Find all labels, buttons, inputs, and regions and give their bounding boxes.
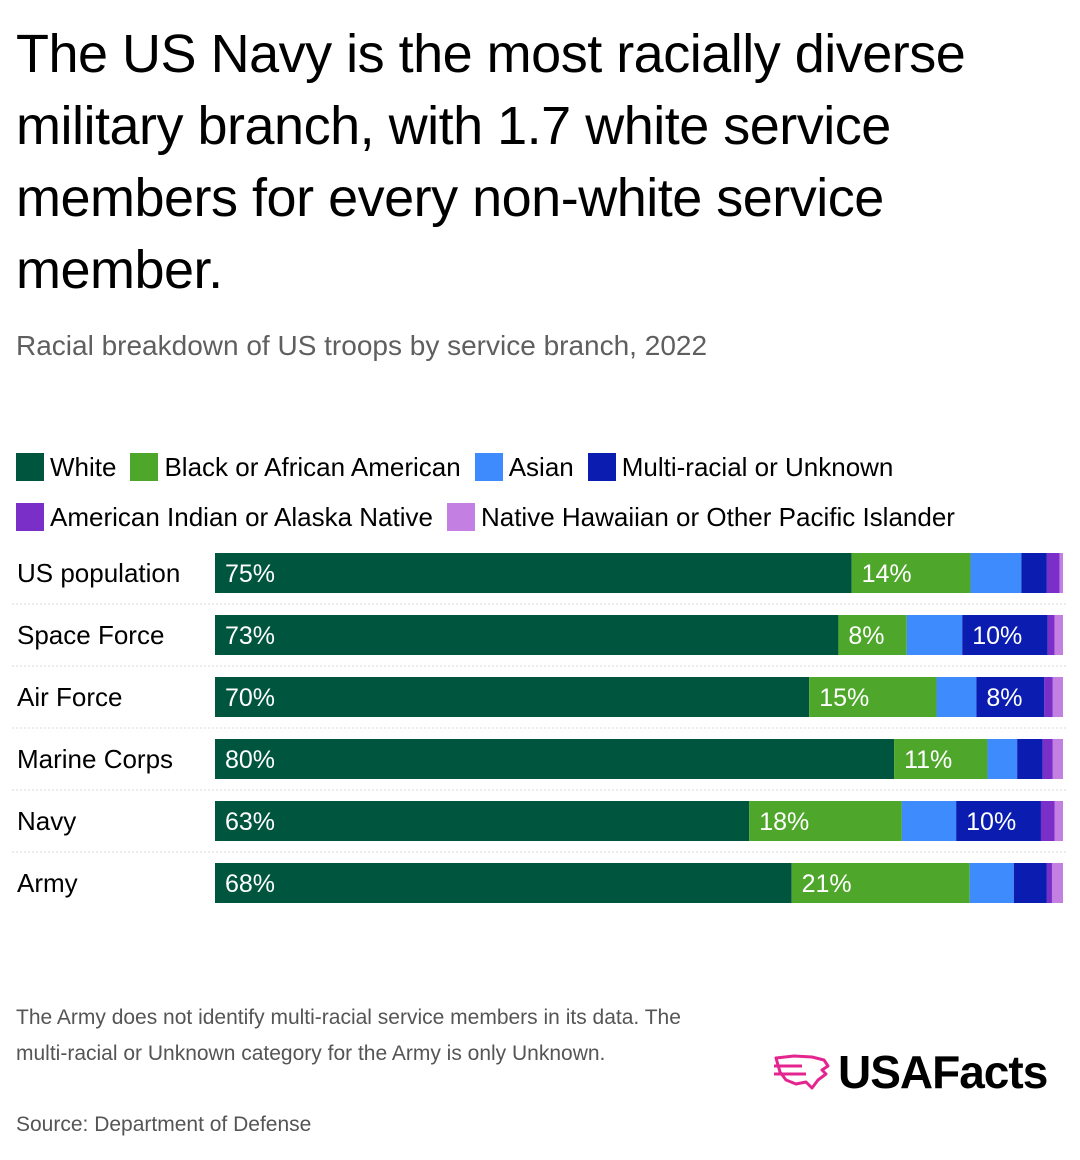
category-label: Navy <box>17 806 76 836</box>
legend-label: Black or African American <box>164 451 461 482</box>
bar-segment <box>1046 553 1060 593</box>
bar-segment <box>809 677 937 717</box>
data-label: 68% <box>225 870 275 898</box>
data-label: 10% <box>972 622 1022 650</box>
data-label: 8% <box>848 622 884 650</box>
data-label: 8% <box>986 684 1022 712</box>
usafacts-logo: USAFacts <box>772 1040 1048 1104</box>
legend-label: American Indian or Alaska Native <box>50 501 433 532</box>
chart-subtitle: Racial breakdown of US troops by service… <box>16 330 708 361</box>
bar-segment <box>970 553 1022 593</box>
legend-swatch <box>16 453 44 481</box>
legend-item: Asian <box>474 450 574 484</box>
bar-segment <box>1059 553 1063 593</box>
legend-item: Native Hawaiian or Other Pacific Islande… <box>446 500 955 534</box>
category-label: Marine Corps <box>17 744 173 774</box>
legend-item: Black or African American <box>130 450 461 484</box>
bar-segment <box>936 677 977 717</box>
category-label: US population <box>17 558 180 588</box>
bar-segment <box>1046 863 1052 903</box>
bar-segment <box>1042 739 1053 779</box>
stacked-bar-chart: US population 75% 14% Space Force 73% 8% 10% Ai… <box>12 553 1068 903</box>
bar-segment <box>215 739 895 779</box>
bar-segment <box>1017 739 1043 779</box>
data-label: 11% <box>904 746 952 774</box>
data-label: 73% <box>225 622 275 650</box>
data-label: 70% <box>225 684 275 712</box>
bar-segment <box>901 801 957 841</box>
legend-item: Multi-racial or Unknown <box>587 450 894 484</box>
legend-item: American Indian or Alaska Native <box>16 500 433 534</box>
bar-segment <box>956 801 1041 841</box>
bar-segment <box>1054 801 1063 841</box>
legend: White Black or African American Asian Multi… <box>16 450 1066 534</box>
category-label: Army <box>17 868 78 898</box>
logo-text: USAFacts <box>838 1046 1048 1098</box>
data-label: 63% <box>225 808 275 836</box>
bar-segment <box>215 863 792 903</box>
bar-segment <box>987 739 1018 779</box>
us-map-icon <box>774 1054 830 1090</box>
data-label: 80% <box>225 746 275 774</box>
bar-segment <box>791 863 970 903</box>
bar-segment <box>215 615 839 655</box>
data-label: 75% <box>225 560 275 588</box>
legend-swatch <box>16 503 44 531</box>
data-label: 10% <box>966 808 1016 836</box>
bar-segment <box>215 553 852 593</box>
legend-label: Asian <box>508 451 574 482</box>
bar-segment <box>962 615 1048 655</box>
bar-segment <box>1040 801 1055 841</box>
data-label: 14% <box>862 560 912 588</box>
data-label: 15% <box>819 684 869 712</box>
bar-segment <box>838 615 907 655</box>
bar-segment <box>1013 863 1047 903</box>
category-label: Air Force <box>17 682 122 712</box>
legend-label: White <box>50 451 117 482</box>
data-label: 18% <box>759 808 809 836</box>
legend-item: White <box>16 450 116 484</box>
legend-swatch <box>474 453 503 481</box>
data-label: 21% <box>802 870 852 898</box>
chart-title: The US Navy is the most racially diverse… <box>16 24 966 300</box>
category-label: Space Force <box>17 620 164 650</box>
legend-label: Multi-racial or Unknown <box>621 451 894 482</box>
bar-segment <box>894 739 988 779</box>
bar-segment <box>215 801 750 841</box>
legend-swatch <box>130 453 159 481</box>
source-note: Source: Department of Defense <box>16 1113 312 1136</box>
bar-segment <box>976 677 1045 717</box>
bar-segment <box>1044 677 1053 717</box>
legend-swatch <box>587 453 616 481</box>
bar-segment <box>749 801 902 841</box>
bar-segment <box>969 863 1014 903</box>
bar-segment <box>1051 863 1063 903</box>
bar-segment <box>1054 615 1063 655</box>
bar-segment <box>1021 553 1047 593</box>
bar-segment <box>1047 615 1055 655</box>
bar-segment <box>215 677 810 717</box>
footnote: The Army does not identify multi-racial … <box>16 1006 681 1065</box>
legend-label: Native Hawaiian or Other Pacific Islande… <box>480 501 955 532</box>
bar-segment <box>851 553 971 593</box>
legend-swatch <box>446 503 475 531</box>
bar-segment <box>1052 677 1063 717</box>
bar-segment <box>906 615 963 655</box>
bar-segment <box>1052 739 1063 779</box>
